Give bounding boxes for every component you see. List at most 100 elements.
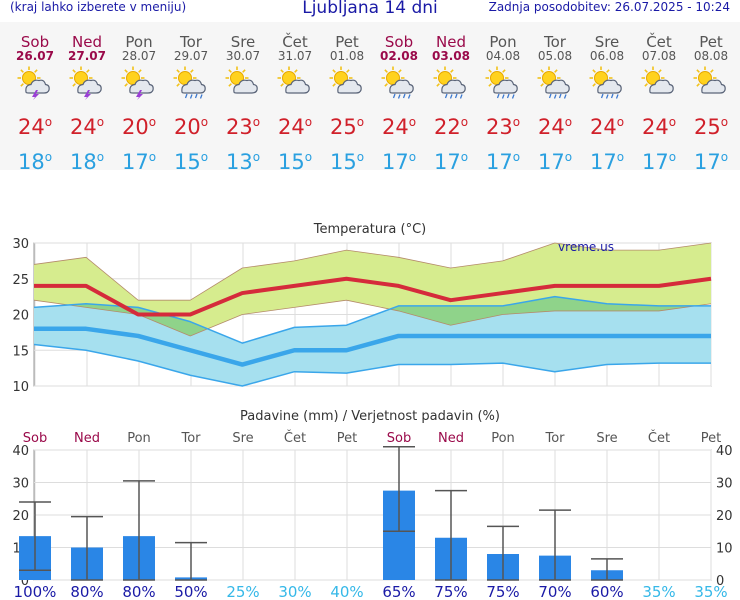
min-temperature-value: 15 [173, 150, 201, 174]
min-temperature: 15o [269, 145, 321, 174]
min-temperature: 18o [61, 145, 113, 174]
degree-mark: o [720, 115, 729, 129]
max-temperature: 20o [165, 110, 217, 139]
y-tick-label: 20 [12, 309, 29, 324]
min-temperature: 15o [165, 145, 217, 174]
max-temperature-value: 25 [693, 115, 721, 139]
location-menu-link[interactable]: (kraj lahko izberete v meniju) [10, 0, 187, 14]
degree-mark: o [304, 150, 313, 164]
y-tick-label: 25 [12, 273, 29, 288]
min-lower-edge [33, 343, 711, 387]
degree-mark: o [200, 115, 209, 129]
min-temperature-value: 15 [277, 150, 305, 174]
y-tick-label-right: 10 [716, 542, 733, 557]
day-label: Čet [648, 430, 670, 446]
min-temperature-value: 17 [121, 150, 149, 174]
temperature-chart: Temperatura (°C) 30 25 20 15 10 vreme.us [12, 222, 712, 395]
day-date: 01.08 [329, 49, 365, 63]
max-temperature: 20o [113, 110, 165, 139]
probability-label: 80% [70, 583, 103, 600]
max-temperature: 25o [321, 110, 373, 139]
forecast-day: Sre 30.07 23o 13o [217, 22, 269, 174]
min-temperature: 18o [9, 145, 61, 174]
degree-mark: o [564, 115, 573, 129]
probability-label: 75% [486, 583, 519, 600]
day-date: 06.08 [589, 49, 625, 63]
day-date: 05.08 [537, 49, 573, 63]
min-temperature: 13o [217, 145, 269, 174]
forecast-day: Ned 03.08 22o 17o [425, 22, 477, 174]
forecast-day: Čet 07.08 24o 17o [633, 22, 685, 174]
sun-cloud-icon [225, 66, 258, 94]
day-name: Čet [646, 33, 672, 51]
degree-mark: o [408, 150, 417, 164]
min-temperature: 15o [321, 145, 373, 174]
probability-label: 100% [14, 583, 57, 600]
day-label: Sre [232, 431, 253, 446]
y-tick-label-right: 0 [716, 574, 724, 589]
day-label: Tor [544, 431, 565, 446]
day-date: 08.08 [693, 49, 729, 63]
min-temperature-value: 18 [69, 150, 97, 174]
max-temperature-value: 24 [537, 115, 565, 139]
y-tick-label: 0 [21, 574, 29, 589]
sun-rain-icon [537, 66, 570, 99]
forecast-day: Tor 29.07 20o 15o [165, 22, 217, 174]
min-temperature: 17o [373, 145, 425, 174]
probability-label: 35% [694, 583, 727, 600]
min-temperature: 17o [633, 145, 685, 174]
degree-mark: o [200, 150, 209, 164]
max-temperature-value: 24 [589, 115, 617, 139]
day-label: Čet [284, 430, 306, 446]
y-tick-label-right: 40 [716, 444, 733, 459]
min-upper-edge [33, 295, 711, 344]
forecast-day: Pet 08.08 25o 17o [685, 22, 737, 174]
degree-mark: o [44, 115, 53, 129]
day-label: Pet [701, 431, 721, 446]
day-name: Pet [699, 33, 723, 51]
day-name: Ned [436, 33, 466, 51]
degree-mark: o [148, 115, 157, 129]
probability-label: 80% [122, 583, 155, 600]
sun-cloud-icon [641, 66, 674, 94]
day-label: Pon [491, 431, 515, 446]
watermark-text: vreme.us [558, 240, 614, 254]
min-temperature: 17o [529, 145, 581, 174]
forecast-day: Ned 27.07 24o 18o [61, 22, 113, 174]
day-date: 07.08 [641, 49, 677, 63]
degree-mark: o [616, 115, 625, 129]
day-name: Ned [72, 33, 102, 51]
day-name: Pet [335, 33, 359, 51]
max-temperature: 23o [477, 110, 529, 139]
min-temperature: 17o [685, 145, 737, 174]
y-tick-label: 10 [12, 380, 29, 395]
sun-rain-icon [433, 66, 466, 99]
min-temperature-value: 17 [381, 150, 409, 174]
y-tick-label-right: 20 [716, 509, 733, 524]
sun-rain-icon [173, 66, 206, 99]
probability-label: 25% [226, 583, 259, 600]
min-temperature: 17o [425, 145, 477, 174]
day-label: Pon [127, 431, 151, 446]
min-temperature-value: 13 [225, 150, 253, 174]
max-temperature: 24o [373, 110, 425, 139]
min-temperature-value: 17 [693, 150, 721, 174]
forecast-day: Tor 05.08 24o 17o [529, 22, 581, 174]
forecast-day: Pet 01.08 25o 15o [321, 22, 373, 174]
day-label: Pet [337, 431, 357, 446]
probability-label: 75% [434, 583, 467, 600]
y-tick-label: 20 [12, 509, 29, 524]
max-upper-edge [33, 242, 712, 301]
degree-mark: o [564, 150, 573, 164]
max-temperature-value: 24 [381, 115, 409, 139]
degree-mark: o [96, 115, 105, 129]
min-temp-line [34, 326, 711, 367]
sun-cloud-icon [693, 66, 726, 94]
storm-icon [69, 66, 102, 100]
degree-mark: o [356, 150, 365, 164]
sun-rain-icon [381, 66, 414, 99]
max-temperature-value: 22 [433, 115, 461, 139]
header-bar: (kraj lahko izberete v meniju) Ljubljana… [0, 0, 740, 22]
degree-mark: o [460, 115, 469, 129]
max-temp-line [34, 276, 712, 317]
